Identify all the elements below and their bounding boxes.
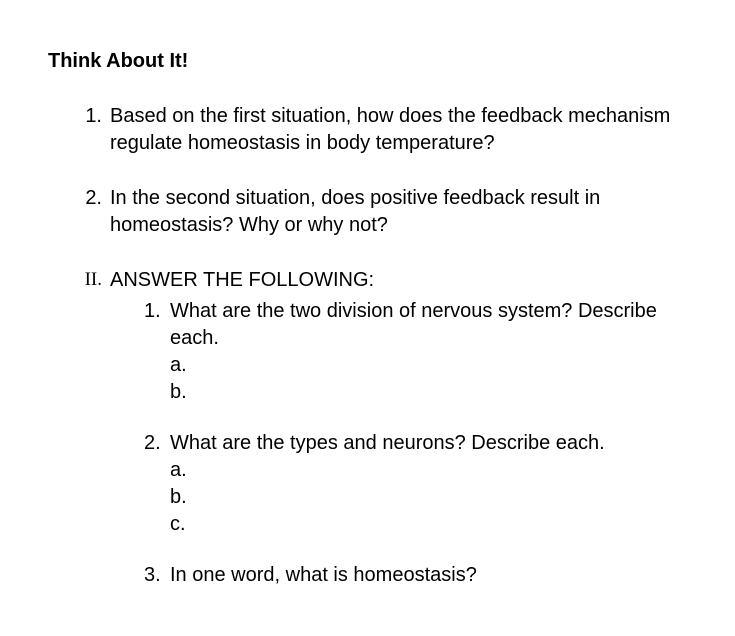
sub-question-block: 3. In one word, what is homeostasis? (144, 562, 687, 589)
question-item: 2. In the second situation, does positiv… (48, 185, 687, 239)
section-heading: Think About It! (48, 48, 687, 75)
answer-letter: a. (170, 352, 687, 379)
sub-question-text: In one word, what is homeostasis? (170, 562, 687, 589)
sub-question-number: 1. (144, 298, 170, 352)
section-roman-numeral: II. (48, 267, 110, 294)
section-title: ANSWER THE FOLLOWING: (110, 267, 687, 294)
sub-question-text: What are the two division of nervous sys… (170, 298, 687, 352)
question-text: In the second situation, does positive f… (110, 185, 687, 239)
sub-question-row: 3. In one word, what is homeostasis? (144, 562, 687, 589)
sub-question-row: 1. What are the two division of nervous … (144, 298, 687, 352)
document-page: Think About It! 1. Based on the first si… (0, 0, 735, 589)
section-header-row: II. ANSWER THE FOLLOWING: (48, 267, 687, 294)
question-number: 2. (48, 185, 110, 239)
sub-question-block: 1. What are the two division of nervous … (144, 298, 687, 406)
sub-question-block: 2. What are the types and neurons? Descr… (144, 430, 687, 538)
sub-question-text: What are the types and neurons? Describe… (170, 430, 687, 457)
question-text: Based on the first situation, how does t… (110, 103, 687, 157)
answer-letter: b. (170, 484, 687, 511)
answer-letter: a. (170, 457, 687, 484)
question-number: 1. (48, 103, 110, 157)
sub-question-number: 2. (144, 430, 170, 457)
answer-letter: b. (170, 379, 687, 406)
question-item: 1. Based on the first situation, how doe… (48, 103, 687, 157)
sub-question-number: 3. (144, 562, 170, 589)
sub-question-row: 2. What are the types and neurons? Descr… (144, 430, 687, 457)
answer-letter: c. (170, 511, 687, 538)
